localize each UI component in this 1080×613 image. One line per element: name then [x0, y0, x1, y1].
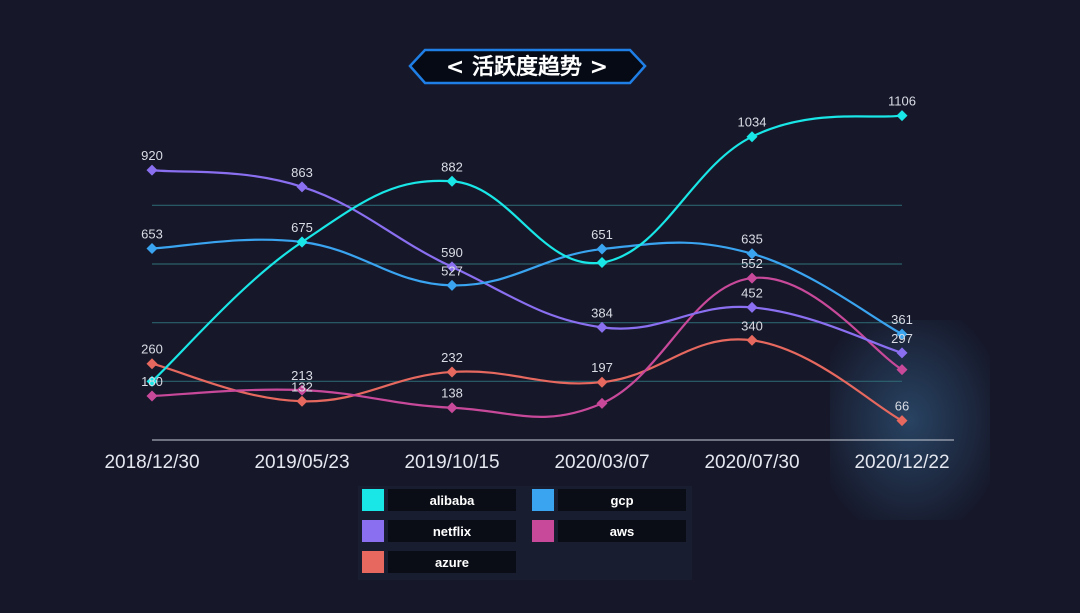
data-label-gcp: 651 — [591, 227, 613, 242]
data-point-azure[interactable] — [446, 366, 458, 378]
data-point-gcp[interactable] — [446, 279, 458, 291]
legend-item-netflix[interactable]: netflix — [362, 520, 516, 542]
data-point-aws[interactable] — [896, 364, 908, 376]
data-label-gcp: 527 — [441, 263, 463, 278]
legend-label-box — [558, 520, 686, 542]
legend-swatch — [362, 520, 384, 542]
x-tick-label: 2019/10/15 — [404, 452, 499, 473]
legend-item-gcp[interactable]: gcp — [532, 489, 686, 511]
data-point-netflix[interactable] — [596, 321, 608, 333]
data-label-azure: 232 — [441, 350, 463, 365]
data-point-netflix[interactable] — [746, 301, 758, 313]
legend-label: netflix — [433, 524, 472, 539]
data-label-gcp: 361 — [891, 312, 913, 327]
data-point-alibaba[interactable] — [746, 131, 758, 143]
legend-label: alibaba — [430, 493, 476, 508]
data-label-netflix: 863 — [291, 165, 313, 180]
x-tick-label: 2020/03/07 — [554, 452, 649, 473]
data-point-gcp[interactable] — [146, 242, 158, 254]
data-label-aws: 213 — [291, 368, 313, 383]
legend-item-azure[interactable]: azure — [362, 551, 516, 573]
data-label-alibaba: 1034 — [738, 115, 767, 130]
data-label-aws: 138 — [441, 386, 463, 401]
data-point-netflix[interactable] — [296, 181, 308, 193]
legend-label: azure — [435, 555, 469, 570]
x-tick-label: 2019/05/23 — [254, 452, 349, 473]
x-tick-label: 2020/07/30 — [704, 452, 799, 473]
data-label-azure: 260 — [141, 342, 163, 357]
data-label-netflix: 384 — [591, 305, 613, 320]
title-banner: < 活跃度趋势 > — [90, 48, 990, 85]
series-line-aws — [151, 276, 903, 418]
legend-item-aws[interactable]: aws — [532, 520, 686, 542]
data-point-alibaba[interactable] — [146, 375, 158, 387]
legend-label-box — [558, 489, 686, 511]
data-label-gcp: 635 — [741, 232, 763, 247]
legend-swatch — [532, 520, 554, 542]
legend-label: aws — [610, 524, 635, 539]
data-point-aws[interactable] — [596, 397, 608, 409]
data-point-alibaba[interactable] — [896, 110, 908, 122]
data-label-netflix: 297 — [891, 331, 913, 346]
legend-swatch — [362, 551, 384, 573]
legend-swatch — [532, 489, 554, 511]
data-point-azure[interactable] — [746, 334, 758, 346]
data-point-netflix[interactable] — [446, 261, 458, 273]
legend-label-box — [388, 489, 516, 511]
x-tick-label: 2018/12/30 — [104, 452, 199, 473]
series-line-gcp — [151, 238, 903, 336]
data-point-aws[interactable] — [446, 402, 458, 414]
data-label-gcp: 653 — [141, 226, 163, 241]
data-point-gcp[interactable] — [596, 243, 608, 255]
data-label-netflix: 452 — [741, 285, 763, 300]
data-point-azure[interactable] — [146, 358, 158, 370]
data-point-gcp[interactable] — [746, 248, 758, 260]
data-label-aws: 180 — [141, 374, 163, 389]
data-label-alibaba: 1106 — [888, 94, 916, 109]
data-point-azure[interactable] — [596, 376, 608, 388]
data-label-gcp: 675 — [291, 220, 313, 235]
data-label-aws: 552 — [741, 256, 763, 271]
chart-title: < 活跃度趋势 > — [446, 54, 608, 80]
legend-label: gcp — [610, 493, 633, 508]
data-label-azure: 197 — [591, 360, 613, 375]
legend-label-box — [388, 520, 516, 542]
legend-label-box — [388, 551, 516, 573]
data-label-azure: 340 — [741, 318, 763, 333]
legend-item-alibaba[interactable]: alibaba — [362, 489, 516, 511]
series-line-alibaba — [151, 114, 903, 383]
data-label-azure: 66 — [895, 399, 909, 414]
data-point-aws[interactable] — [296, 384, 308, 396]
data-label-netflix: 590 — [441, 245, 463, 260]
data-label-netflix: 920 — [141, 148, 163, 163]
data-point-netflix[interactable] — [146, 164, 158, 176]
data-point-azure[interactable] — [896, 415, 908, 427]
data-label-alibaba: 882 — [441, 159, 463, 174]
data-point-alibaba[interactable] — [596, 257, 608, 269]
data-point-aws[interactable] — [746, 272, 758, 284]
series-line-netflix — [151, 169, 903, 354]
data-point-gcp[interactable] — [896, 328, 908, 340]
legend-swatch — [362, 489, 384, 511]
x-tick-label: 2020/12/22 — [854, 452, 949, 473]
data-label-azure: 132 — [291, 379, 313, 394]
background-glow — [830, 320, 990, 520]
series-line-azure — [151, 338, 903, 422]
data-point-alibaba[interactable] — [446, 175, 458, 187]
data-point-azure[interactable] — [296, 395, 308, 407]
data-point-netflix[interactable] — [896, 347, 908, 359]
data-point-alibaba[interactable] — [296, 236, 308, 248]
data-point-aws[interactable] — [146, 390, 158, 402]
